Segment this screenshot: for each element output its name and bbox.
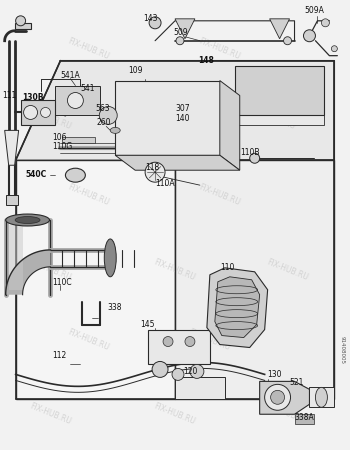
Text: 338A: 338A (294, 413, 314, 422)
Circle shape (190, 364, 204, 378)
Polygon shape (21, 100, 56, 126)
Text: 509A: 509A (304, 6, 324, 15)
Text: FIX-HUB.RU: FIX-HUB.RU (198, 183, 242, 207)
Circle shape (172, 369, 184, 380)
Circle shape (265, 384, 290, 410)
Text: 140: 140 (175, 114, 189, 123)
Text: FIX-HUB.RU: FIX-HUB.RU (28, 257, 72, 282)
Text: 307: 307 (175, 104, 190, 113)
Circle shape (250, 153, 260, 163)
Text: 109: 109 (128, 66, 143, 75)
Text: 148: 148 (198, 56, 214, 65)
Ellipse shape (110, 127, 120, 133)
Circle shape (303, 30, 315, 42)
Circle shape (149, 17, 161, 29)
Polygon shape (260, 382, 309, 414)
Ellipse shape (65, 168, 85, 182)
Text: FIX-HUB.RU: FIX-HUB.RU (253, 106, 297, 131)
Text: 111: 111 (3, 91, 17, 100)
Circle shape (284, 37, 292, 45)
Circle shape (23, 105, 37, 119)
Polygon shape (148, 329, 210, 364)
Circle shape (271, 390, 285, 404)
Text: 563: 563 (95, 104, 110, 113)
Polygon shape (294, 414, 314, 424)
Circle shape (99, 107, 117, 124)
Text: 540C: 540C (26, 170, 47, 179)
Text: 521: 521 (289, 378, 304, 387)
Polygon shape (175, 160, 334, 399)
Ellipse shape (15, 216, 40, 224)
Text: 110A: 110A (155, 179, 175, 188)
Text: 106: 106 (52, 133, 67, 142)
Polygon shape (6, 195, 18, 205)
Text: 509: 509 (173, 28, 188, 37)
Polygon shape (175, 19, 195, 39)
Circle shape (68, 93, 83, 108)
Circle shape (176, 37, 184, 45)
Text: 91408005: 91408005 (340, 336, 345, 364)
Ellipse shape (6, 214, 49, 226)
Polygon shape (220, 81, 240, 170)
Text: 130: 130 (268, 370, 282, 379)
Circle shape (16, 16, 26, 26)
Polygon shape (16, 160, 175, 399)
Circle shape (321, 19, 329, 27)
Text: 110: 110 (220, 263, 234, 272)
Text: 118: 118 (145, 163, 159, 172)
Circle shape (185, 337, 195, 347)
Text: FIX-HUB.RU: FIX-HUB.RU (153, 257, 197, 282)
Polygon shape (115, 155, 240, 170)
Text: 130B: 130B (23, 93, 44, 102)
Text: 541A: 541A (61, 71, 80, 80)
Text: 143: 143 (143, 14, 158, 23)
Text: 110B: 110B (240, 148, 259, 157)
Text: 541: 541 (80, 84, 95, 93)
Text: 145: 145 (140, 320, 155, 329)
Polygon shape (235, 116, 324, 126)
Polygon shape (207, 268, 268, 347)
Circle shape (331, 46, 337, 52)
Text: FIX-HUB.RU: FIX-HUB.RU (138, 106, 182, 131)
Polygon shape (16, 61, 334, 160)
Text: FIX-HUB.RU: FIX-HUB.RU (266, 402, 310, 427)
Text: FIX-HUB.RU: FIX-HUB.RU (153, 402, 197, 427)
Ellipse shape (104, 239, 116, 277)
Text: 120: 120 (183, 367, 197, 376)
Polygon shape (270, 19, 289, 39)
Polygon shape (15, 23, 30, 29)
Text: FIX-HUB.RU: FIX-HUB.RU (66, 36, 110, 61)
Circle shape (145, 162, 165, 182)
Polygon shape (309, 387, 334, 407)
Text: FIX-HUB.RU: FIX-HUB.RU (66, 183, 110, 207)
Text: FIX-HUB.RU: FIX-HUB.RU (28, 402, 72, 427)
Polygon shape (215, 277, 260, 338)
Polygon shape (175, 378, 225, 399)
Text: 110C: 110C (52, 278, 72, 287)
Polygon shape (235, 66, 324, 116)
Circle shape (163, 337, 173, 347)
Circle shape (41, 108, 50, 117)
Text: 260: 260 (96, 118, 111, 127)
Text: 112: 112 (52, 351, 67, 360)
Polygon shape (6, 250, 50, 295)
Polygon shape (62, 137, 95, 144)
Text: FIX-HUB.RU: FIX-HUB.RU (266, 257, 310, 282)
Text: 110G: 110G (52, 142, 73, 151)
Polygon shape (56, 86, 100, 116)
Polygon shape (9, 225, 23, 290)
Text: FIX-HUB.RU: FIX-HUB.RU (28, 106, 72, 131)
Text: 338: 338 (107, 303, 122, 312)
Text: FIX-HUB.RU: FIX-HUB.RU (66, 327, 110, 352)
Ellipse shape (315, 387, 327, 407)
Polygon shape (5, 130, 19, 165)
Text: FIX-HUB.RU: FIX-HUB.RU (198, 36, 242, 61)
Polygon shape (115, 81, 220, 155)
Text: FIX-HUB.RU: FIX-HUB.RU (188, 327, 232, 352)
Circle shape (152, 361, 168, 378)
